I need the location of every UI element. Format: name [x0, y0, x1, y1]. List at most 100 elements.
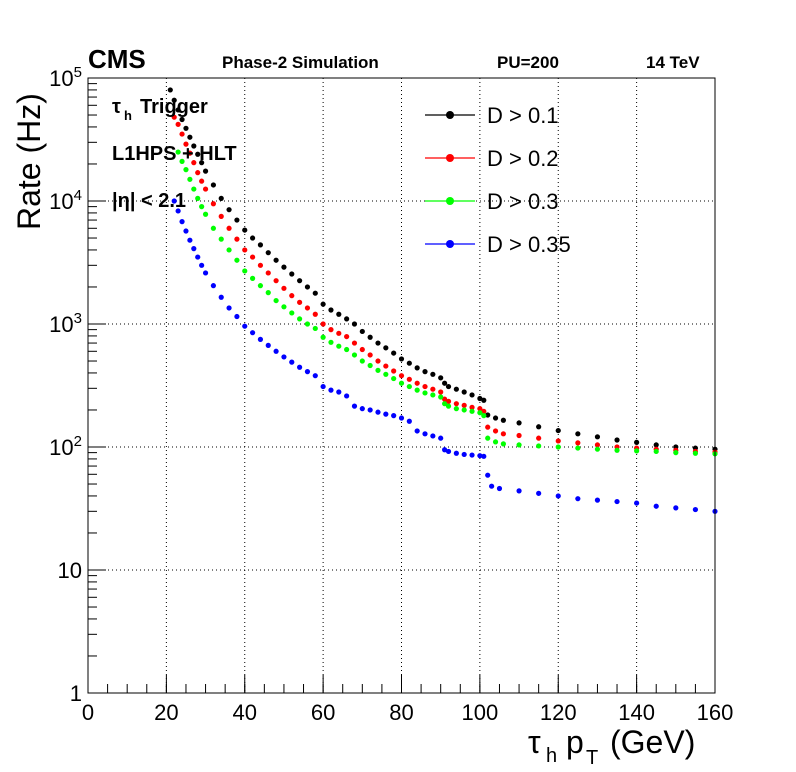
x-axis-title-T: T — [586, 747, 598, 769]
data-point — [430, 392, 436, 398]
data-point — [442, 380, 448, 386]
data-point — [183, 167, 189, 173]
data-point — [273, 348, 279, 354]
data-point — [692, 450, 699, 456]
simulation-label: Phase-2 Simulation — [222, 53, 379, 72]
y-tick-label: 10 — [58, 558, 82, 583]
data-point — [383, 363, 389, 369]
data-point — [614, 498, 620, 505]
data-point — [414, 380, 420, 386]
legend-item: D > 0.3 — [425, 189, 559, 214]
data-point — [242, 323, 248, 329]
data-point — [461, 451, 467, 458]
data-point — [653, 442, 659, 448]
legend-marker — [446, 240, 454, 248]
x-axis-tick-labels: 0 20 40 60 80 100 120 140 160 — [82, 700, 733, 725]
y-tick-exponent: 2 — [74, 433, 82, 450]
data-point — [469, 404, 475, 410]
data-point — [575, 496, 581, 502]
data-point — [442, 401, 448, 407]
data-point — [171, 114, 177, 120]
data-point — [536, 443, 542, 449]
data-point — [320, 301, 326, 307]
data-point — [218, 236, 224, 242]
data-point — [336, 343, 342, 349]
data-point — [614, 447, 620, 453]
annotation-algorithm: L1HPS + HLT — [112, 143, 237, 165]
data-point — [453, 450, 459, 456]
data-point — [234, 236, 240, 242]
data-series — [167, 87, 718, 514]
data-point — [634, 500, 640, 506]
data-point — [442, 447, 448, 453]
data-point — [430, 371, 436, 377]
data-point — [304, 369, 311, 375]
data-point — [438, 435, 444, 441]
legend-marker — [446, 111, 454, 119]
data-point — [320, 383, 326, 390]
data-point — [445, 448, 452, 455]
data-point — [461, 402, 467, 408]
data-point — [297, 278, 303, 284]
data-point — [191, 186, 197, 192]
data-point — [391, 350, 397, 356]
data-point — [375, 367, 381, 373]
data-point — [289, 310, 295, 316]
data-point — [438, 375, 444, 381]
x-tick-label: 0 — [82, 700, 94, 725]
data-point — [367, 407, 373, 413]
data-point — [297, 299, 303, 305]
data-point — [273, 278, 279, 284]
y-tick-label: 102 — [49, 433, 82, 460]
data-point — [453, 386, 459, 392]
data-point — [257, 242, 264, 248]
x-tick-label: 120 — [540, 700, 577, 725]
data-point — [195, 195, 201, 201]
legend-label: D > 0.3 — [487, 189, 559, 214]
data-point — [273, 297, 279, 304]
data-point — [536, 435, 542, 441]
data-point — [265, 270, 271, 276]
data-point — [406, 383, 412, 390]
legend-marker — [446, 197, 454, 205]
data-point — [344, 346, 350, 353]
data-point — [453, 401, 459, 407]
data-point — [312, 325, 318, 332]
data-point — [351, 403, 358, 409]
data-point — [183, 228, 189, 234]
data-point — [383, 411, 389, 417]
data-point — [489, 483, 495, 489]
plot-frame — [87, 77, 716, 694]
data-point — [195, 170, 201, 176]
data-point — [398, 380, 405, 386]
pileup-label: PU=200 — [497, 53, 559, 72]
data-point — [406, 360, 412, 366]
x-tick-label: 160 — [697, 700, 734, 725]
data-point — [536, 424, 542, 430]
data-point — [304, 305, 311, 311]
data-point — [297, 316, 303, 322]
data-point — [199, 178, 205, 184]
data-point — [304, 284, 311, 290]
data-point — [634, 439, 640, 445]
data-point — [492, 415, 499, 421]
data-point — [281, 285, 287, 291]
data-point — [226, 225, 232, 231]
data-point — [398, 415, 405, 421]
data-point — [485, 412, 491, 418]
data-point — [359, 406, 365, 412]
data-point — [336, 389, 342, 395]
x-axis-title-tau: τ — [528, 724, 541, 760]
data-point — [199, 262, 205, 268]
data-point — [516, 432, 522, 439]
data-point — [500, 431, 506, 437]
data-point — [191, 160, 197, 166]
data-point — [555, 438, 561, 444]
data-point — [496, 485, 503, 492]
data-point — [344, 333, 350, 340]
data-point — [202, 186, 209, 192]
data-point — [312, 311, 318, 317]
data-point — [242, 227, 248, 233]
data-point — [320, 334, 326, 340]
